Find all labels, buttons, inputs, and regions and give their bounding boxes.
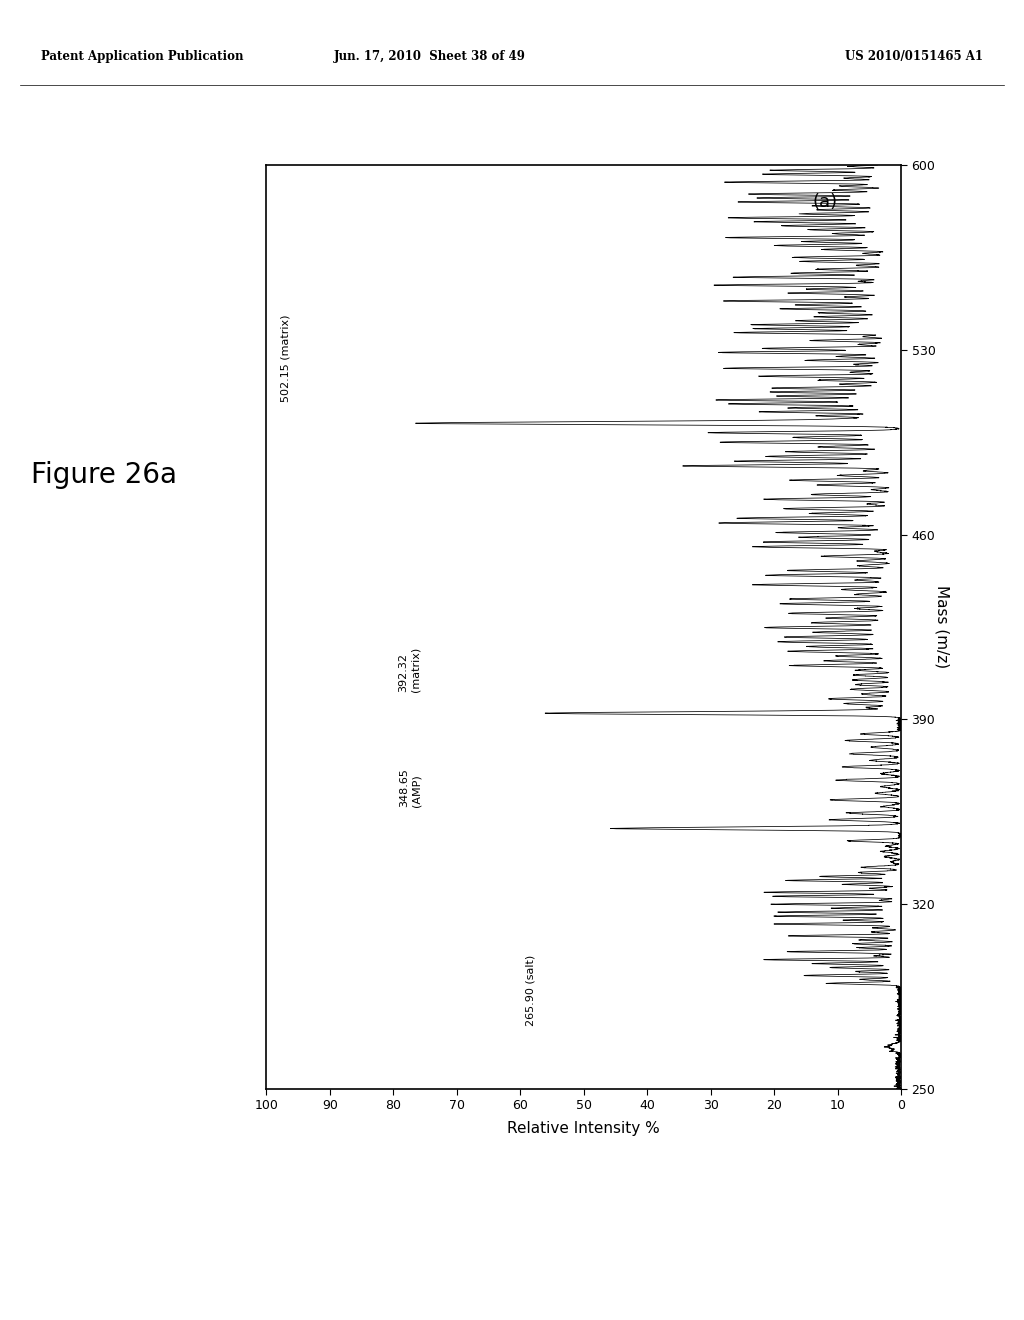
X-axis label: Relative Intensity %: Relative Intensity %	[507, 1121, 660, 1135]
Text: Jun. 17, 2010  Sheet 38 of 49: Jun. 17, 2010 Sheet 38 of 49	[334, 50, 526, 62]
Text: 392.32
(matrix): 392.32 (matrix)	[398, 647, 420, 692]
Y-axis label: Mass (m/z): Mass (m/z)	[934, 586, 949, 668]
Text: 348.65
(AMP): 348.65 (AMP)	[399, 768, 421, 808]
Text: 265.90 (salt): 265.90 (salt)	[525, 954, 535, 1026]
Text: US 2010/0151465 A1: US 2010/0151465 A1	[845, 50, 983, 62]
Text: 502.15 (matrix): 502.15 (matrix)	[281, 314, 290, 403]
Text: Figure 26a: Figure 26a	[31, 461, 177, 490]
Text: (a): (a)	[812, 193, 838, 211]
Text: Patent Application Publication: Patent Application Publication	[41, 50, 244, 62]
